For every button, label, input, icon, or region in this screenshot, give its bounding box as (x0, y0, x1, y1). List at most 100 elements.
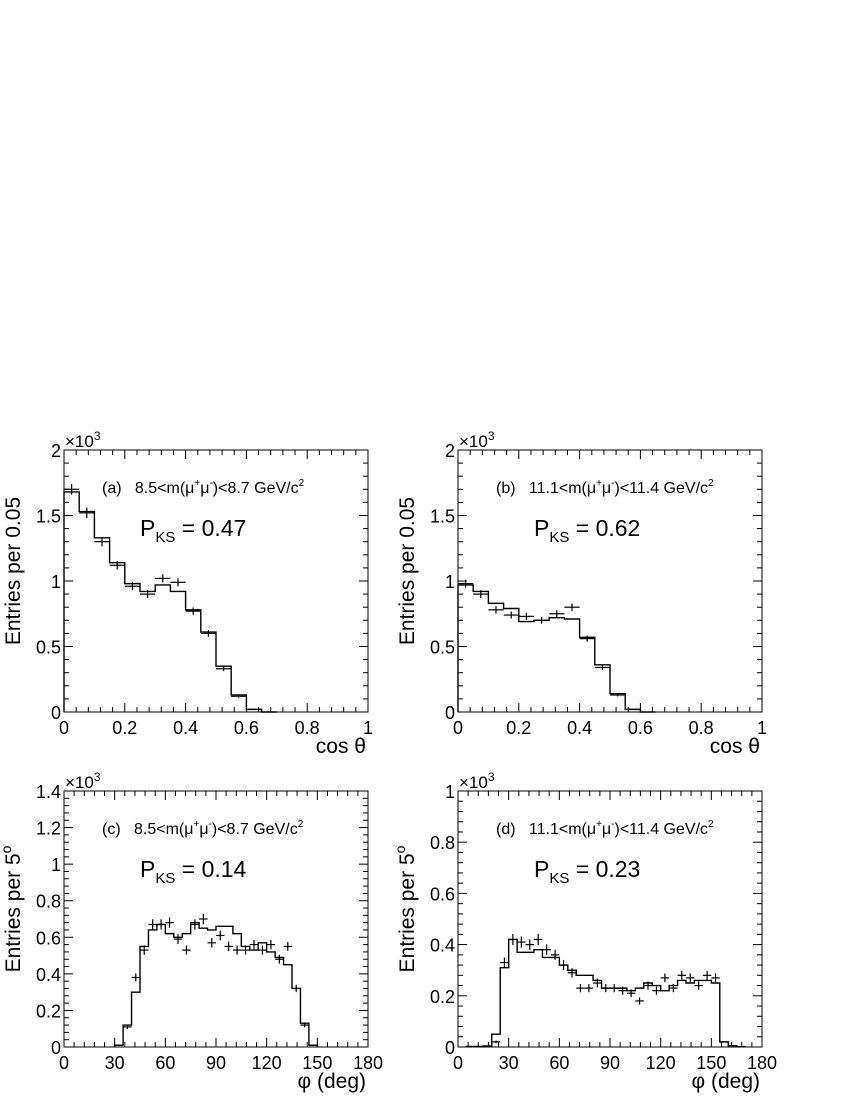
data-point (109, 560, 125, 570)
y-tick-label: 0.4 (36, 965, 61, 985)
data-point (503, 611, 519, 619)
data-point (610, 693, 626, 697)
pks-value: PKS = 0.14 (140, 856, 247, 887)
panel-d: 0 30 60 90 120 150 180 0 0.2 0.4 0.6 0.8 1 ×103 Entrie… (392, 770, 777, 1093)
data-point (79, 507, 95, 519)
data-point (517, 936, 526, 948)
data-point (669, 984, 678, 993)
data-point (686, 973, 695, 983)
data-point (140, 945, 149, 955)
y-tick-label: 0.8 (36, 892, 61, 912)
data-point (626, 989, 636, 998)
y-tick-label: 1 (445, 572, 455, 592)
y-axis-label: Entries per 0.05 (396, 497, 419, 645)
x-tick-label: 0 (59, 1053, 69, 1073)
data-point (185, 607, 201, 615)
data-point (124, 582, 140, 591)
histogram-line (113, 921, 319, 1047)
data-point (677, 970, 686, 980)
data-point (224, 941, 233, 952)
data-point (207, 938, 216, 948)
histogram-line (63, 491, 277, 713)
y-tick-label: 0.6 (36, 928, 61, 948)
x-tick-label: 60 (155, 1053, 175, 1073)
y-tick-label: 0.4 (430, 936, 455, 956)
x-tick-label: 0 (453, 718, 463, 738)
x-tick-label: 0.6 (234, 718, 259, 738)
x-tick-label: 150 (302, 1053, 332, 1073)
panel-c: 0 30 60 90 120 150 180 0 0.2 0.4 0.6 0.8 1 1.2 1.4 ×103… (0, 770, 383, 1093)
data-point (508, 933, 518, 946)
y-tick-label: 1.4 (36, 782, 61, 802)
y-tick-label: 1.2 (36, 819, 61, 839)
data-point (618, 986, 627, 995)
panel-title: (b) 11.1<m(μ+μ-)<11.4 GeV/c2 (496, 478, 714, 497)
data-point (610, 984, 619, 993)
data-point (601, 984, 610, 993)
y-axis-label: Entries per 5o (392, 845, 419, 972)
data-point (140, 590, 156, 599)
data-point (702, 970, 712, 980)
panel-a: 0 0.2 0.4 0.6 0.8 1 0 0.5 1 1.5 2 ×103 Entries per 0… (2, 429, 373, 758)
x-tick-label: 0.6 (628, 718, 653, 738)
y-tick-label: 0.2 (36, 1001, 61, 1021)
data-point (275, 954, 284, 964)
x-tick-label: 90 (206, 1053, 226, 1073)
data-point (458, 579, 474, 588)
y-tick-label: 1 (51, 572, 61, 592)
data-point (473, 590, 489, 599)
data-point (594, 665, 610, 670)
x-tick-label: 0.8 (689, 718, 714, 738)
data-point (660, 973, 670, 983)
y-multiplier: ×103 (459, 770, 495, 792)
x-tick-label: 60 (549, 1053, 569, 1073)
y-tick-label: 1.5 (36, 507, 61, 527)
y-tick-label: 1 (51, 855, 61, 875)
x-tick-label: 0.2 (506, 718, 531, 738)
x-tick-label: 1 (757, 718, 767, 738)
data-point (308, 1044, 318, 1046)
x-axis-label: cos θ (710, 735, 760, 758)
panel-title: (c) 8.5<m(μ+μ-)<8.7 GeV/c2 (102, 819, 304, 838)
x-tick-label: 90 (600, 1053, 620, 1073)
data-point (488, 606, 504, 614)
data-point (635, 997, 644, 1005)
data-point (584, 984, 594, 993)
x-tick-label: 0.4 (567, 718, 592, 738)
y-tick-label: 1 (445, 782, 455, 802)
data-point (564, 603, 580, 611)
y-multiplier: ×103 (65, 770, 101, 792)
data-point (643, 981, 653, 990)
data-point (94, 537, 110, 547)
x-tick-label: 0.4 (173, 718, 198, 738)
x-tick-label: 120 (252, 1053, 282, 1073)
data-point (156, 919, 166, 930)
y-tick-label: 1.5 (430, 507, 455, 527)
x-axis-label: φ (deg) (692, 1070, 760, 1093)
x-tick-label: 0 (59, 718, 69, 738)
data-point (216, 666, 232, 672)
x-tick-label: 0.8 (295, 718, 320, 738)
pks-value: PKS = 0.47 (140, 515, 246, 546)
data-point (246, 708, 262, 711)
y-tick-label: 0.5 (430, 638, 455, 658)
data-point (258, 945, 267, 955)
data-point (593, 978, 602, 988)
data-point (231, 694, 247, 698)
data-point (170, 578, 186, 587)
data-point (131, 973, 140, 982)
x-tick-label: 0 (453, 1053, 463, 1073)
x-tick-label: 1 (363, 718, 373, 738)
data-point (534, 933, 543, 946)
data-point (625, 708, 641, 710)
data-point (155, 574, 171, 583)
x-tick-label: 150 (696, 1053, 726, 1073)
x-tick-label: 30 (499, 1053, 519, 1073)
data-point (216, 930, 225, 941)
y-tick-label: 0.6 (430, 884, 455, 904)
data-point (190, 919, 200, 930)
data-point (567, 968, 577, 978)
y-tick-label: 2 (51, 441, 61, 461)
data-point (500, 957, 509, 968)
